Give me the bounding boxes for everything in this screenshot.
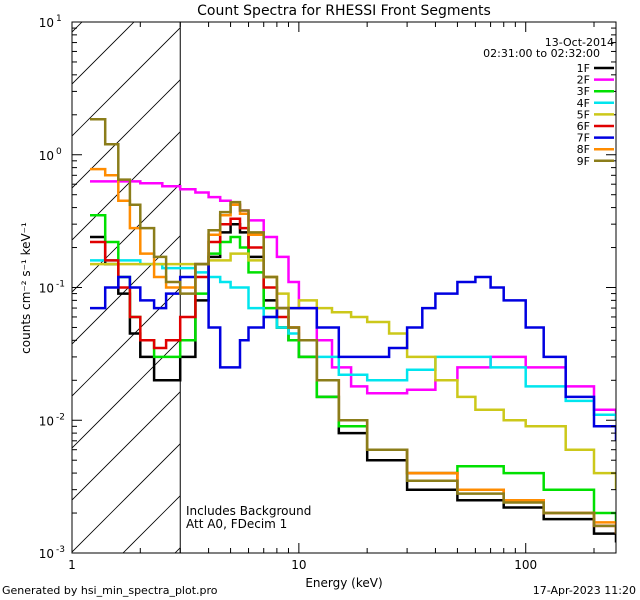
y-tick-label: 10 — [39, 547, 54, 561]
legend-label-9F: 9F — [577, 155, 590, 168]
series-line-6F — [90, 217, 616, 534]
date-label: 13-Oct-2014 — [545, 36, 614, 49]
legend-label-4F: 4F — [577, 97, 590, 110]
y-axis-label: counts cm⁻² s⁻¹ keV⁻¹ — [19, 222, 33, 354]
x-tick-label: 10 — [291, 558, 306, 572]
y-tick-exponent: -2 — [56, 412, 65, 422]
hatch-line — [72, 79, 181, 189]
series-layer — [90, 118, 616, 543]
y-tick-label: 10 — [39, 16, 54, 30]
legend-label-6F: 6F — [577, 120, 590, 133]
annotation-attenuator: Att A0, FDecim 1 — [186, 517, 287, 531]
legend-label-5F: 5F — [577, 108, 590, 121]
hatch-line — [72, 287, 181, 397]
y-tick-label: 10 — [39, 149, 54, 163]
chart-title: Count Spectra for RHESSI Front Segments — [197, 3, 491, 19]
series-line-3F — [90, 214, 616, 523]
footer-generated-by: Generated by hsi_min_spectra_plot.pro — [2, 584, 218, 597]
footer-timestamp: 17-Apr-2023 11:20 — [533, 584, 636, 597]
series-line-1F — [90, 222, 616, 543]
legend-label-1F: 1F — [577, 62, 590, 75]
hatch-line — [72, 391, 181, 501]
series-line-7F — [90, 262, 616, 441]
legend-label-8F: 8F — [577, 143, 590, 156]
series-line-5F — [90, 252, 616, 490]
legend-label-7F: 7F — [577, 132, 590, 145]
hatch-line — [122, 495, 181, 553]
y-tick-exponent: -1 — [56, 280, 65, 290]
series-line-8F — [90, 167, 616, 530]
x-axis-label: Energy (keV) — [305, 576, 382, 590]
annotation-background: Includes Background — [186, 504, 311, 518]
hatch-line — [72, 27, 181, 137]
y-tick-exponent: 1 — [56, 14, 62, 24]
series-line-9F — [90, 118, 616, 534]
legend-label-3F: 3F — [577, 85, 590, 98]
legend-label-2F: 2F — [577, 74, 590, 87]
y-tick-label: 10 — [39, 282, 54, 296]
y-tick-exponent: -3 — [56, 545, 65, 555]
y-tick-label: 10 — [39, 414, 54, 428]
time-range-label: 02:31:00 to 02:32:00 — [483, 47, 600, 60]
series-line-2F — [90, 180, 616, 421]
x-tick-label: 1 — [68, 558, 76, 572]
x-tick-label: 100 — [514, 558, 537, 572]
hatch-line — [72, 443, 181, 553]
y-tick-exponent: 0 — [56, 147, 62, 157]
